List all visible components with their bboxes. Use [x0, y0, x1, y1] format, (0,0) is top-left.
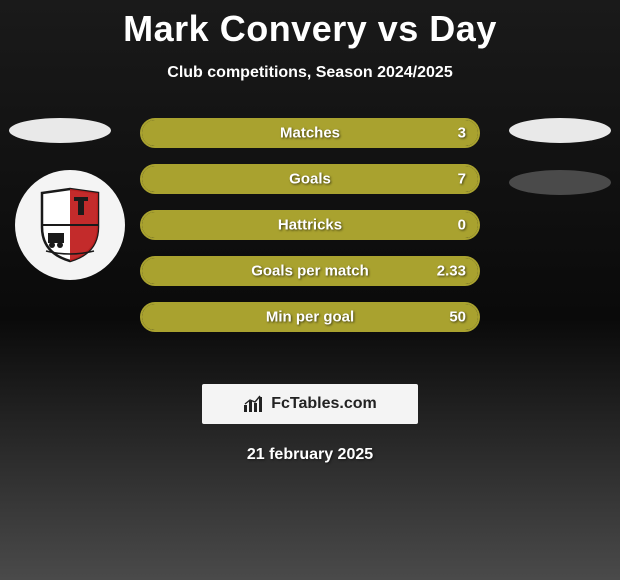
- stat-bar-value: 2.33: [437, 263, 466, 280]
- player-left-placeholder: [9, 118, 111, 143]
- stat-bar-label: Goals per match: [251, 263, 369, 280]
- stat-bar-label: Matches: [280, 125, 340, 142]
- bar-chart-icon: [243, 395, 265, 413]
- stat-bar: Goals 7: [140, 164, 480, 194]
- stat-bar-label: Hattricks: [278, 217, 342, 234]
- page-subtitle: Club competitions, Season 2024/2025: [0, 64, 620, 82]
- stat-bar-value: 0: [458, 217, 466, 234]
- team-right-placeholder: [509, 170, 611, 195]
- stat-bar-value: 50: [449, 309, 466, 326]
- brand-label: FcTables.com: [271, 395, 377, 413]
- date-label: 21 february 2025: [0, 446, 620, 464]
- stat-bar-label: Goals: [289, 171, 331, 188]
- stats-area: Matches 3 Goals 7 Hattricks 0 Goals per match 2…: [0, 118, 620, 378]
- shield-icon: [38, 187, 102, 263]
- stat-bar: Goals per match 2.33: [140, 256, 480, 286]
- page-title: Mark Convery vs Day: [0, 0, 620, 50]
- stat-bar-value: 7: [458, 171, 466, 188]
- team-left-badge: [15, 170, 125, 280]
- stat-bar-label: Min per goal: [266, 309, 354, 326]
- stat-bar: Hattricks 0: [140, 210, 480, 240]
- stat-bar-value: 3: [458, 125, 466, 142]
- stat-bar: Min per goal 50: [140, 302, 480, 332]
- stat-bars: Matches 3 Goals 7 Hattricks 0 Goals per match 2…: [140, 118, 480, 348]
- stat-bar: Matches 3: [140, 118, 480, 148]
- brand-box[interactable]: FcTables.com: [202, 384, 418, 424]
- player-right-placeholder: [509, 118, 611, 143]
